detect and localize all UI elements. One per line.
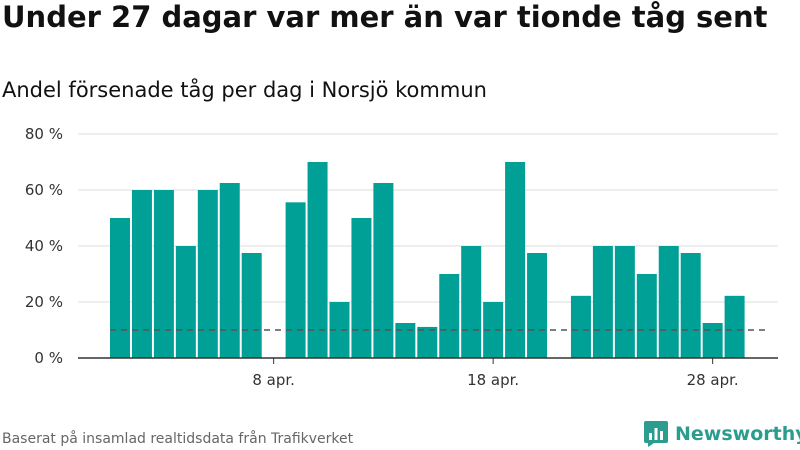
x-tick-label: 18 apr. xyxy=(467,371,519,389)
bar xyxy=(373,183,394,358)
bar xyxy=(307,162,328,358)
bar xyxy=(439,274,460,358)
brand-logo: Newsworthy xyxy=(643,420,800,448)
bar xyxy=(153,190,174,358)
bar xyxy=(461,246,482,358)
bar xyxy=(527,253,548,358)
bar-chart: 0 % 20 % 40 % 60 % 80 % 8 apr. 18 apr. 28 apr. xyxy=(25,125,778,389)
bar xyxy=(417,326,438,358)
brand-name: Newsworthy xyxy=(675,423,800,445)
bar xyxy=(505,162,526,358)
bar xyxy=(351,218,372,358)
y-tick-label: 60 % xyxy=(25,181,63,199)
x-tick-label: 8 apr. xyxy=(252,371,295,389)
bar xyxy=(395,323,416,358)
bar xyxy=(614,246,635,358)
y-tick-label: 80 % xyxy=(25,125,63,143)
bar-chart-speech-bubble-icon xyxy=(644,421,668,447)
bar xyxy=(131,190,152,358)
bar xyxy=(197,190,218,358)
bar xyxy=(680,253,701,358)
bar xyxy=(241,253,262,358)
bar xyxy=(658,246,679,358)
bar xyxy=(329,302,350,358)
bar xyxy=(702,323,723,358)
bar xyxy=(175,246,196,358)
bar xyxy=(592,246,613,358)
bar xyxy=(724,295,745,358)
bar xyxy=(285,202,306,358)
y-tick-label: 40 % xyxy=(25,237,63,255)
y-tick-label: 20 % xyxy=(25,293,63,311)
chart-title: Under 27 dagar var mer än var tionde tåg… xyxy=(2,0,768,34)
chart-subtitle: Andel försenade tåg per dag i Norsjö kom… xyxy=(2,78,487,102)
bar xyxy=(110,218,130,358)
bar xyxy=(483,302,504,358)
source-note: Baserat på insamlad realtidsdata från Tr… xyxy=(2,431,354,447)
bar xyxy=(570,295,591,358)
y-tick-label: 0 % xyxy=(34,349,63,367)
x-tick-label: 28 apr. xyxy=(687,371,739,389)
bar xyxy=(219,183,240,358)
bar xyxy=(636,274,657,358)
